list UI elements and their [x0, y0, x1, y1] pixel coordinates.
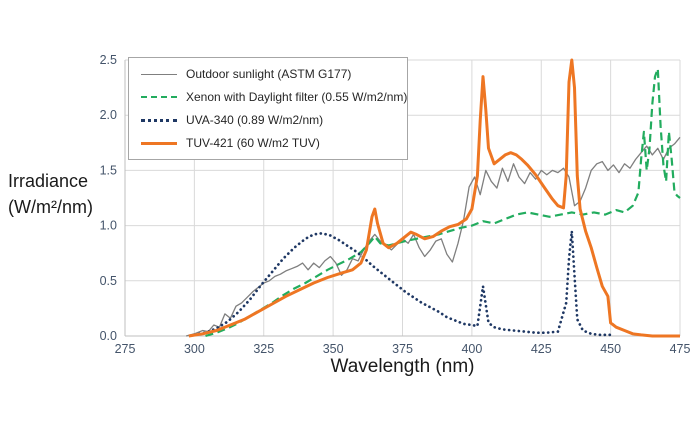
legend-label-uva340: UVA-340 (0.89 W/m2/nm) — [186, 113, 324, 127]
y-tick-label: 2.5 — [100, 53, 117, 67]
x-tick-label: 275 — [115, 342, 136, 356]
legend-line-sample-xenon — [141, 96, 177, 98]
legend-item: Xenon with Daylight filter (0.55 W/m2/nm… — [141, 90, 407, 104]
y-axis-title-line1: Irradiance — [8, 171, 89, 191]
legend-label-tuv421: TUV-421 (60 W/m2 TUV) — [186, 136, 320, 150]
x-axis-title: Wavelength (nm) — [330, 356, 475, 377]
series-line-1 — [205, 67, 681, 338]
y-tick-label: 2.0 — [100, 108, 117, 122]
legend-item: Outdoor sunlight (ASTM G177) — [141, 67, 395, 81]
x-tick-label: 375 — [392, 342, 413, 356]
x-tick-label: 325 — [253, 342, 274, 356]
x-tick-label: 425 — [531, 342, 552, 356]
x-tick-label: 450 — [600, 342, 621, 356]
x-tick-label: 350 — [323, 342, 344, 356]
y-axis-title-line2: (W/m²/nm) — [8, 197, 93, 218]
series-line-0 — [185, 136, 681, 337]
series-line-2 — [193, 229, 612, 337]
legend-line-sample-sunlight — [141, 73, 177, 75]
tick-labels: 0.0 0.5 1.0 1.5 2.0 2.5 275 300 325 350 375 400 425 4… — [100, 53, 691, 356]
legend-item: UVA-340 (0.89 W/m2/nm) — [141, 113, 395, 127]
series-line-3 — [188, 58, 680, 338]
y-tick-label: 0.0 — [100, 329, 117, 343]
legend-label-sunlight: Outdoor sunlight (ASTM G177) — [186, 67, 352, 81]
legend-line-sample-uva340 — [141, 118, 177, 122]
legend-item: TUV-421 (60 W/m2 TUV) — [141, 136, 395, 150]
y-tick-label: 1.5 — [100, 163, 117, 177]
legend-line-sample-tuv421 — [141, 141, 177, 145]
x-tick-label: 475 — [670, 342, 691, 356]
x-tick-label: 400 — [461, 342, 482, 356]
x-tick-label: 300 — [184, 342, 205, 356]
legend: Outdoor sunlight (ASTM G177) Xenon with … — [128, 57, 408, 160]
y-axis-title: Irradiance (W/m²/nm) — [2, 168, 128, 220]
y-tick-label: 0.5 — [100, 274, 117, 288]
legend-label-xenon: Xenon with Daylight filter (0.55 W/m2/nm… — [186, 90, 408, 104]
y-tick-label: 1.0 — [100, 219, 117, 233]
